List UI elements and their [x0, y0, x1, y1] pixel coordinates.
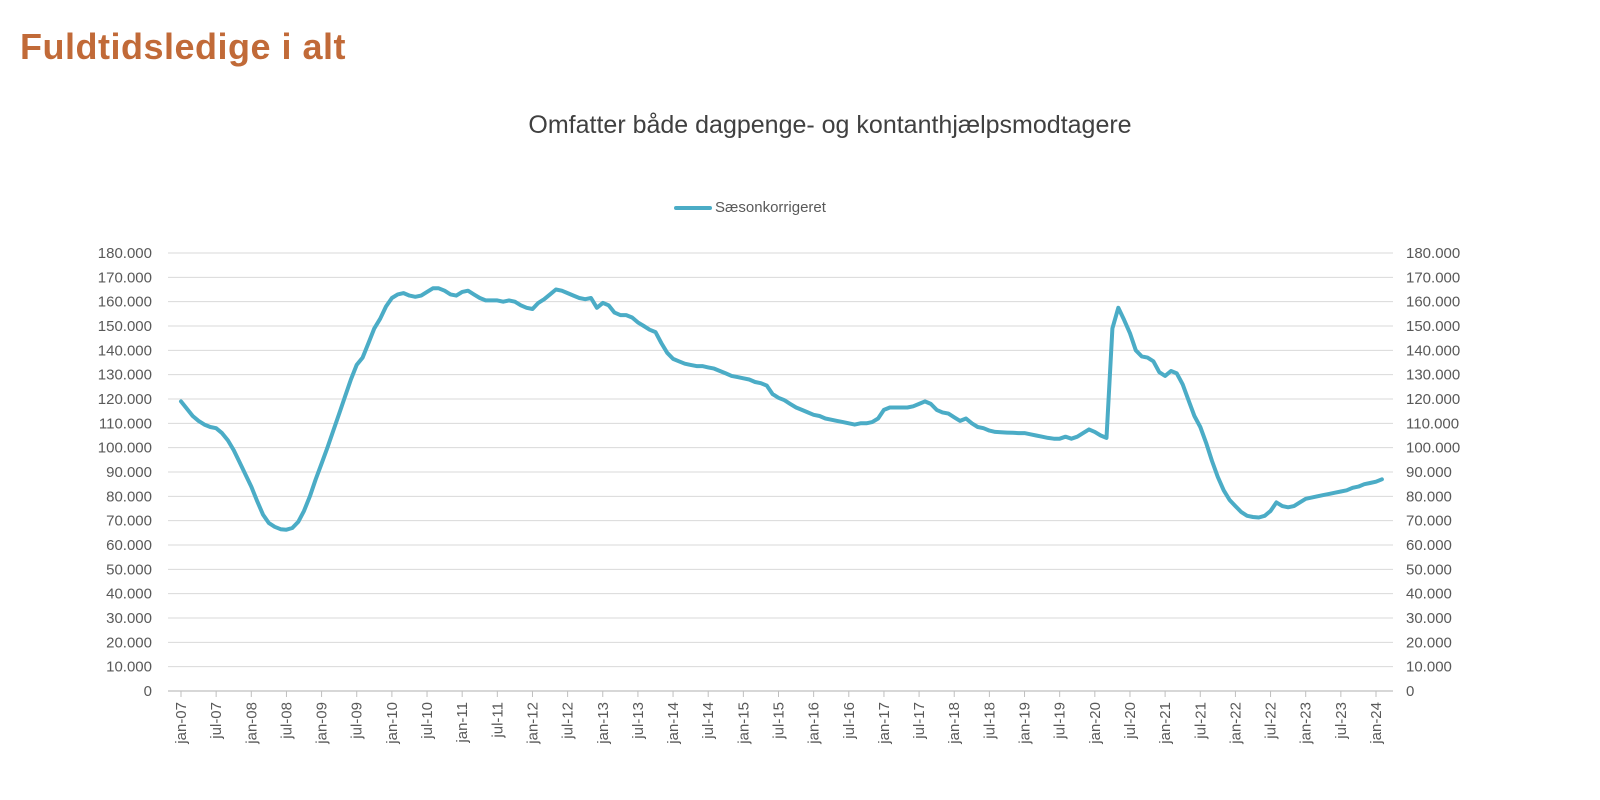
x-axis-label: jan-24 — [1368, 702, 1385, 745]
x-axis-label: jul-11 — [489, 702, 506, 739]
x-axis-label: jul-16 — [841, 702, 858, 740]
x-axis-label: jan-09 — [314, 702, 331, 745]
x-axis-label: jul-17 — [911, 702, 928, 740]
y-axis-label-right: 180.000 — [1406, 245, 1460, 262]
y-axis-label-right: 40.000 — [1406, 586, 1452, 603]
x-axis-label: jul-22 — [1263, 702, 1280, 740]
y-axis-label-left: 30.000 — [106, 610, 152, 627]
y-axis-label-right: 50.000 — [1406, 561, 1452, 578]
page-title: Fuldtidsledige i alt — [20, 26, 347, 67]
legend-label: Sæsonkorrigeret — [715, 199, 826, 216]
x-axis-label: jul-09 — [349, 702, 366, 740]
y-axis-label-left: 120.000 — [98, 391, 152, 408]
x-axis-label: jan-12 — [524, 702, 541, 745]
y-axis-label-right: 70.000 — [1406, 513, 1452, 530]
x-axis-label: jan-18 — [946, 702, 963, 745]
x-axis-label: jul-23 — [1333, 702, 1350, 740]
x-axis-label: jan-11 — [454, 702, 471, 744]
y-axis-label-left: 130.000 — [98, 367, 152, 384]
x-axis-label: jan-21 — [1157, 702, 1174, 745]
y-axis-label-left: 70.000 — [106, 513, 152, 530]
y-axis-label-left: 160.000 — [98, 294, 152, 311]
x-axis-label: jan-20 — [1087, 702, 1104, 745]
y-axis-label-right: 160.000 — [1406, 294, 1460, 311]
x-axis-label: jan-23 — [1298, 702, 1315, 745]
x-axis-label: jul-18 — [981, 702, 998, 740]
y-axis-label-right: 150.000 — [1406, 318, 1460, 335]
x-axis-label: jul-14 — [700, 702, 717, 740]
x-axis-label: jan-13 — [595, 702, 612, 745]
y-axis-label-left: 60.000 — [106, 537, 152, 554]
x-axis-label: jul-15 — [771, 702, 788, 740]
x-axis-label: jan-19 — [1017, 702, 1034, 745]
x-axis-label: jan-07 — [173, 702, 190, 745]
x-axis-label: jul-08 — [278, 702, 295, 740]
y-axis-label-right: 170.000 — [1406, 269, 1460, 286]
y-axis-label-left: 100.000 — [98, 440, 152, 457]
x-axis-label: jan-10 — [384, 702, 401, 745]
y-axis-label-right: 30.000 — [1406, 610, 1452, 627]
chart-title: Omfatter både dagpenge- og kontanthjælps… — [528, 111, 1132, 139]
y-axis-label-left: 140.000 — [98, 342, 152, 359]
x-axis-label: jul-21 — [1192, 702, 1209, 740]
y-axis-label-right: 80.000 — [1406, 488, 1452, 505]
y-axis-label-right: 100.000 — [1406, 440, 1460, 457]
y-axis-label-right: 110.000 — [1406, 415, 1459, 432]
y-axis-label-left: 50.000 — [106, 561, 152, 578]
y-axis-label-left: 90.000 — [106, 464, 152, 481]
legend-line-swatch — [674, 205, 713, 210]
y-axis-label-left: 170.000 — [98, 269, 152, 286]
x-axis-label: jan-17 — [876, 702, 893, 745]
y-axis-label-right: 60.000 — [1406, 537, 1452, 554]
y-axis-label-right: 0 — [1406, 683, 1414, 700]
x-axis-label: jul-13 — [630, 702, 647, 740]
y-axis-label-left: 20.000 — [106, 634, 152, 651]
y-axis-label-left: 110.000 — [99, 415, 152, 432]
y-axis-label-right: 90.000 — [1406, 464, 1452, 481]
y-axis-label-right: 20.000 — [1406, 634, 1452, 651]
y-axis-label-left: 10.000 — [106, 659, 152, 676]
y-axis-label-left: 40.000 — [106, 586, 152, 603]
y-axis-label-left: 180.000 — [98, 245, 152, 262]
x-axis-label: jul-19 — [1052, 702, 1069, 740]
x-axis-label: jul-12 — [560, 702, 577, 740]
x-axis-label: jan-08 — [243, 702, 260, 745]
y-axis-label-left: 150.000 — [98, 318, 152, 335]
x-axis-label: jul-10 — [419, 702, 436, 740]
legend: Sæsonkorrigeret — [0, 199, 1500, 216]
x-axis-label: jul-07 — [208, 702, 225, 740]
y-axis-label-right: 140.000 — [1406, 342, 1460, 359]
x-axis-label: jan-14 — [665, 702, 682, 745]
series-line-saesonkorrigeret — [179, 286, 1384, 532]
x-axis-label: jan-16 — [806, 702, 823, 745]
x-axis-label: jan-22 — [1227, 702, 1244, 745]
y-axis-label-left: 80.000 — [106, 488, 152, 505]
x-axis-label: jan-15 — [735, 702, 752, 745]
y-axis-label-right: 120.000 — [1406, 391, 1460, 408]
y-axis-label-left: 0 — [144, 683, 152, 700]
y-axis-label-right: 10.000 — [1406, 659, 1452, 676]
y-axis-label-right: 130.000 — [1406, 367, 1460, 384]
x-axis-label: jul-20 — [1122, 702, 1139, 740]
